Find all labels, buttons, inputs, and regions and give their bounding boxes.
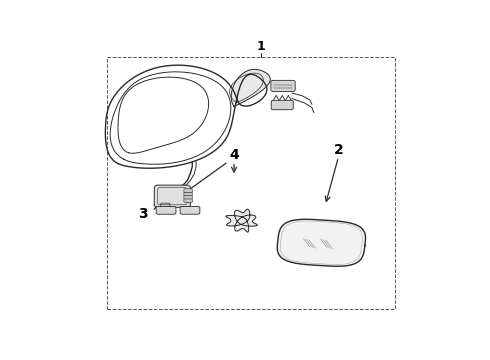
FancyBboxPatch shape (161, 203, 170, 209)
FancyBboxPatch shape (154, 185, 190, 207)
Text: 1: 1 (256, 40, 265, 53)
Text: 4: 4 (229, 148, 239, 162)
FancyBboxPatch shape (180, 207, 200, 214)
Polygon shape (226, 209, 257, 232)
Text: 3: 3 (138, 207, 147, 221)
FancyBboxPatch shape (271, 80, 295, 91)
FancyBboxPatch shape (184, 192, 192, 195)
FancyBboxPatch shape (156, 207, 176, 214)
Polygon shape (231, 69, 270, 107)
FancyBboxPatch shape (184, 195, 192, 199)
FancyBboxPatch shape (184, 189, 192, 192)
FancyBboxPatch shape (184, 199, 192, 202)
Polygon shape (277, 219, 366, 266)
Bar (107, 57, 395, 309)
Text: 2: 2 (334, 143, 343, 157)
FancyBboxPatch shape (271, 100, 294, 110)
